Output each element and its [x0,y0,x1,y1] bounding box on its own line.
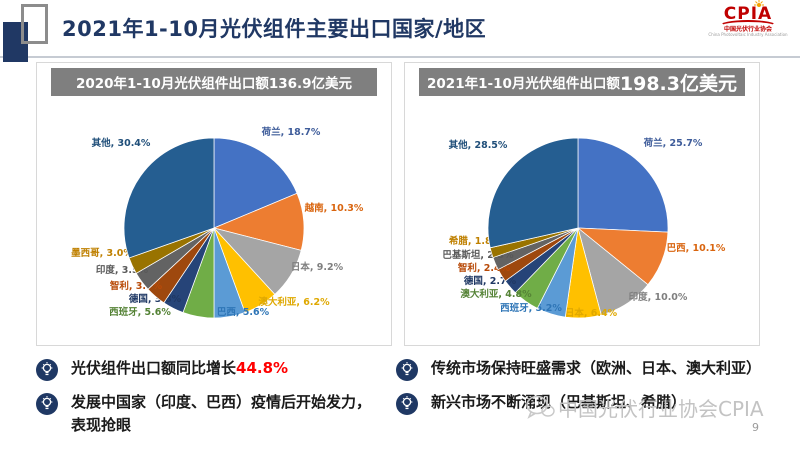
cpia-logo-subtitle: 中国光伏行业协会 [723,25,772,33]
pie-label-荷兰: 荷兰, 25.7% [643,137,703,149]
bullets-right: 传统市场保持旺盛需求（欧洲、日本、澳大利亚） 新兴市场不断涌现（巴基斯坦、希腊） [396,357,796,425]
lightbulb-icon [396,359,418,381]
pie-slice-其他 [123,137,215,259]
bullet-text-highlight: 44.8% [236,359,289,377]
pie-label-荷兰: 荷兰, 18.7% [261,126,321,138]
pie-slice-荷兰 [577,137,669,233]
header-divider [0,56,800,58]
bullet-item: 传统市场保持旺盛需求（欧洲、日本、澳大利亚） [396,357,796,381]
bullet-item: 新兴市场不断涌现（巴基斯坦、希腊） [396,391,796,415]
pie-chart-2020: 荷兰, 18.7% 越南, 10.3% 日本, 9.2% 澳大利亚, 6.2%巴西, … [71,126,364,319]
pie-label-其他: 其他, 30.4% [92,137,151,149]
bullet-item: 光伏组件出口额同比增长44.8% [36,357,384,381]
chart-banner-2021: 2021年1-10月光伏组件出口额 198.3亿美元 [419,68,745,96]
pie-label-其他: 其他, 28.5% [449,139,508,151]
pie-label-日本: 日本, 6.4% [565,307,618,319]
page-number: 9 [752,421,759,434]
banner-value-2020: 136.9亿美元 [268,76,353,92]
pie-slice-荷兰 [213,137,298,229]
lightbulb-icon [396,393,418,415]
banner-text-2020: 2020年1-10月光伏组件出口额 [75,76,269,92]
pie-label-印度: 印度, 10.0% [629,291,688,303]
pie-slice-其他 [487,137,579,249]
pie-label-澳大利亚: 澳大利亚, 6.2% [258,296,330,308]
bullet-text: 发展中国家（印度、巴西）疫情后开始发力，表现抢眼 [71,393,372,435]
banner-value-2021: 198.3亿美元 [619,72,737,95]
page-title: 2021年1-10月光伏组件主要出口国家/地区 [62,17,487,41]
bullet-text: 新兴市场不断涌现（巴基斯坦、希腊） [431,393,687,411]
cpia-logo: CPIA 中国光伏行业协会 China Photovoltaic Industr… [704,0,792,38]
bullet-item: 发展中国家（印度、巴西）疫情后开始发力，表现抢眼 [36,391,384,438]
pie-label-巴西: 巴西, 5.6% [217,307,270,318]
banner-text-2021: 2021年1-10月光伏组件出口额 [427,76,620,92]
cpia-logo-text: CPIA [723,0,773,24]
pie-label-越南: 越南, 10.3% [304,202,364,214]
lightbulb-icon [36,359,58,381]
pie-chart-2021: 荷兰, 25.7% 巴西, 10.1% 印度, 10.0% 日本, 6.4%西班牙, … [442,137,726,319]
pie-label-西班牙: 西班牙, 5.2% [500,302,562,314]
cpia-logo-wordmark: CPIA [723,4,773,24]
pie-label-日本: 日本, 9.2% [291,261,344,273]
chart-panel-2020: 2020年1-10月光伏组件出口额 136.9亿美元 荷兰, 18.7% 越南, 1… [36,62,392,346]
bullet-text: 光伏组件出口额同比增长44.8% [71,357,288,380]
lightbulb-icon [36,393,58,415]
chart-panel-2021: 2021年1-10月光伏组件出口额 198.3亿美元 荷兰, 25.7% 巴西, 1… [404,62,760,346]
pie-label-巴西: 巴西, 10.1% [667,243,726,254]
cpia-logo-subtext: China Photovoltaic Industry Association [708,32,788,38]
bullets-left: 光伏组件出口额同比增长44.8% 发展中国家（印度、巴西）疫情后开始发力，表现抢… [36,357,384,448]
decorative-outline-square [21,4,48,44]
pie-label-澳大利亚: 澳大利亚, 4.8% [460,288,532,300]
pie-label-墨西哥: 墨西哥, 3.0% [71,248,133,259]
bullet-text: 传统市场保持旺盛需求（欧洲、日本、澳大利亚） [431,359,762,377]
bullet-text-main: 光伏组件出口额同比增长 [71,359,237,377]
pie-label-西班牙: 西班牙, 5.6% [109,306,171,318]
chart-banner-2020: 2020年1-10月光伏组件出口额 136.9亿美元 [51,68,377,96]
cpia-logo-arc [719,19,777,32]
sunburst-icon [754,0,765,7]
